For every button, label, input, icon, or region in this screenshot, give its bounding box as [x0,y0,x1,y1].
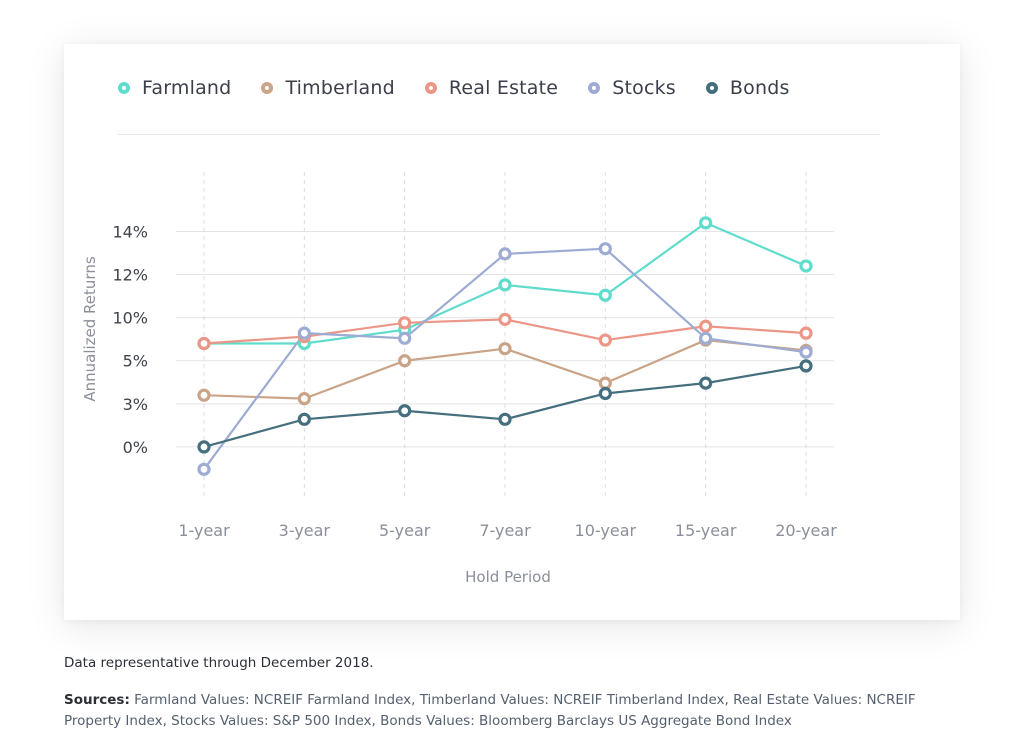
x-tick-label: 15-year [675,521,737,540]
y-tick-label: 3% [123,395,148,414]
y-tick-label: 10% [112,309,148,328]
chart-card: Farmland Timberland Real Estate Stocks Bonds… [64,44,960,620]
legend-marker-icon [588,82,601,94]
data-point-bonds [297,412,311,426]
sources-text: Sources: Farmland Values: NCREIF Farmlan… [64,690,964,732]
x-tick-label: 10-year [575,521,637,540]
y-tick-label: 0% [123,438,148,457]
data-point-real-estate [498,312,512,326]
data-point-stocks [598,242,612,256]
data-point-bonds [598,386,612,401]
legend-marker-icon [118,82,130,94]
data-point-bonds [197,440,211,454]
data-note: Data representative through December 201… [64,655,374,671]
data-point-stocks [799,345,813,359]
data-point-timberland [398,354,412,368]
legend-label: Stocks [612,77,676,99]
legend-item-farmland: Farmland [118,77,231,99]
data-point-stocks [197,462,211,476]
legend-label: Real Estate [448,77,559,99]
data-point-bonds [498,412,512,426]
y-tick-label: 12% [112,266,148,285]
x-tick-label: 3-year [279,521,331,540]
y-axis-title: Annualized Returns [81,256,99,401]
y-tick-label: 5% [123,352,148,371]
x-axis-title: Hold Period [465,568,551,586]
data-point-stocks [498,247,512,261]
data-point-timberland [197,388,211,402]
data-point-stocks [398,331,412,345]
legend-item-real-estate: Real Estate [424,77,559,99]
data-point-timberland [498,342,512,356]
data-point-farmland [799,259,813,273]
data-point-stocks [297,326,311,340]
line-chart: 0% 3% 5% 10% 12% 14% 1-year 3-year 5-year 7-year 1… [81,172,837,586]
legend-item-stocks: Stocks [588,77,676,99]
legend-item-bonds: Bonds [705,77,790,99]
data-point-farmland [699,216,713,230]
legend-label: Farmland [142,77,232,99]
legend-marker-icon [424,82,437,94]
data-point-bonds [799,359,813,373]
x-tick-label: 1-year [178,521,230,540]
legend-label: Timberland [285,77,395,99]
legend-marker-icon [705,82,718,94]
legend-label: Bonds [729,77,790,99]
data-point-farmland [598,288,612,302]
data-point-real-estate [799,326,813,340]
data-point-real-estate [398,316,412,330]
data-point-bonds [398,404,412,418]
x-tick-label: 5-year [379,521,431,540]
data-point-stocks [699,331,713,345]
data-point-bonds [699,376,713,390]
chart-legend: Farmland Timberland Real Estate Stocks Bonds [118,77,820,99]
sources-label: Sources: [64,692,130,708]
legend-divider [118,134,880,135]
legend-marker-icon [261,82,274,94]
data-point-real-estate [197,336,211,351]
sources-body: Farmland Values: NCREIF Farmland Index, … [64,692,916,729]
data-point-farmland [498,278,512,292]
data-point-timberland [598,376,612,390]
legend-item-timberland: Timberland [261,77,395,99]
data-point-real-estate [598,333,612,347]
y-tick-label: 14% [112,222,148,241]
data-point-real-estate [699,319,713,333]
x-tick-label: 7-year [479,521,531,540]
data-point-timberland [297,392,311,406]
x-tick-label: 20-year [775,521,837,540]
